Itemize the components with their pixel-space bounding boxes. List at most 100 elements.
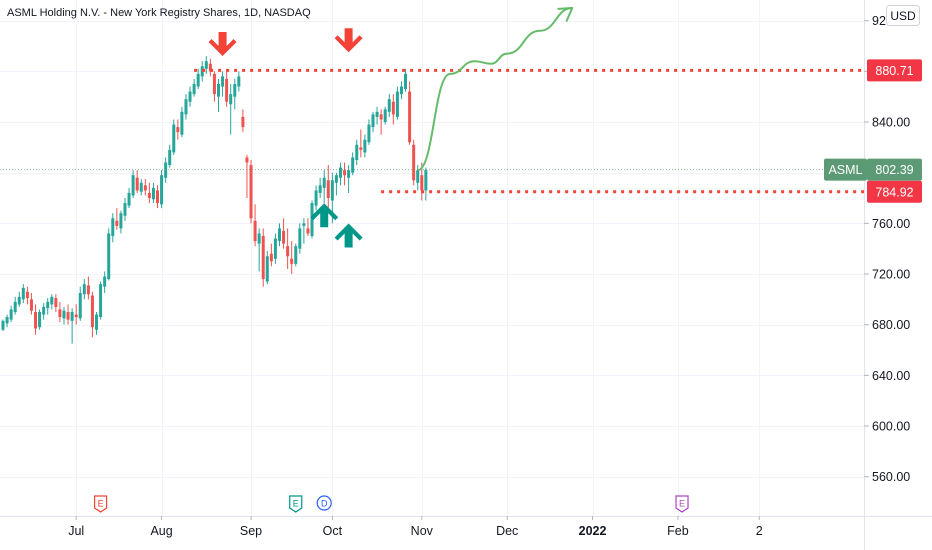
time-axis[interactable]: Jul Aug Sep Oct Nov Dec 2022 Feb 2 bbox=[68, 516, 763, 538]
candle-body bbox=[90, 295, 94, 328]
candle bbox=[115, 208, 119, 230]
candle bbox=[168, 144, 172, 168]
candle-body bbox=[363, 139, 367, 153]
candle bbox=[322, 170, 326, 204]
time-tick-label: Aug bbox=[150, 524, 172, 538]
candle bbox=[1, 319, 5, 331]
candle-body bbox=[395, 91, 399, 117]
candle bbox=[326, 165, 330, 211]
candle bbox=[286, 228, 290, 269]
candle bbox=[25, 286, 29, 305]
candle bbox=[196, 68, 200, 90]
candle bbox=[404, 68, 408, 92]
horizontal-levels bbox=[194, 68, 864, 194]
candle bbox=[399, 81, 403, 100]
candle-body bbox=[143, 185, 147, 191]
time-tick-label: Dec bbox=[496, 524, 518, 538]
dividend-marker[interactable]: D bbox=[316, 495, 332, 511]
candle bbox=[351, 152, 355, 176]
level-price-text: 784.92 bbox=[875, 185, 913, 199]
candle bbox=[204, 56, 208, 74]
earnings-marker[interactable]: E bbox=[93, 495, 108, 513]
candle-body bbox=[294, 246, 298, 264]
candle-body bbox=[282, 230, 286, 244]
candle-body bbox=[147, 192, 151, 198]
candle bbox=[290, 241, 294, 274]
candle bbox=[54, 294, 58, 312]
candle bbox=[143, 179, 147, 196]
candle bbox=[208, 58, 212, 77]
candle bbox=[21, 284, 25, 304]
candle-body bbox=[151, 187, 155, 200]
price-tick-label: 720.00 bbox=[872, 268, 910, 282]
candle bbox=[95, 312, 99, 335]
candle-body bbox=[172, 124, 176, 153]
candle-body bbox=[277, 228, 281, 242]
candle-body bbox=[99, 284, 103, 318]
candle-body bbox=[355, 144, 359, 160]
candle bbox=[216, 78, 220, 112]
candle bbox=[221, 71, 225, 97]
candle bbox=[408, 81, 412, 145]
price-tick-label: 600.00 bbox=[872, 420, 910, 434]
candle bbox=[334, 172, 338, 196]
candle-body bbox=[257, 233, 261, 244]
projection-curve bbox=[417, 7, 573, 172]
candle-body bbox=[192, 84, 196, 95]
candle bbox=[160, 170, 164, 209]
event-letter: E bbox=[293, 499, 299, 509]
candle-body bbox=[387, 99, 391, 112]
candle bbox=[5, 314, 9, 328]
candle bbox=[302, 218, 306, 244]
candle-body bbox=[298, 228, 302, 249]
candle-body bbox=[70, 312, 74, 321]
candle bbox=[343, 162, 347, 186]
time-tick-label: 2022 bbox=[579, 524, 607, 538]
event-letter: E bbox=[679, 499, 685, 509]
candle bbox=[17, 291, 21, 307]
up-arrow-icon bbox=[310, 203, 339, 228]
candle bbox=[249, 160, 253, 224]
earnings-marker[interactable]: E bbox=[675, 495, 689, 513]
candle-body bbox=[424, 170, 428, 191]
candle-body bbox=[261, 236, 265, 280]
candle bbox=[82, 279, 86, 300]
candle-body bbox=[404, 73, 408, 90]
candle-body bbox=[379, 114, 383, 120]
candle bbox=[257, 228, 261, 272]
grid-lines bbox=[0, 0, 864, 516]
candle-body bbox=[95, 314, 99, 330]
candle bbox=[42, 303, 46, 320]
projection-arrowhead bbox=[557, 7, 574, 22]
level-price-badge bbox=[867, 59, 922, 82]
chart-title: ASML Holding N.V. - New York Registry Sh… bbox=[7, 7, 311, 19]
candle bbox=[111, 213, 115, 243]
candle bbox=[273, 233, 277, 264]
candle bbox=[90, 291, 94, 338]
time-tick-label: Sep bbox=[240, 524, 262, 538]
price-labels: 880.71 784.92 ASML 802.39 bbox=[0, 59, 922, 203]
candle-body bbox=[245, 157, 249, 163]
candle-body bbox=[306, 228, 310, 234]
candle-body bbox=[58, 309, 62, 318]
candle bbox=[237, 71, 241, 92]
candle-body bbox=[34, 312, 38, 329]
candle bbox=[371, 111, 375, 133]
candle-body bbox=[221, 76, 225, 87]
candle bbox=[294, 243, 298, 267]
candle-body bbox=[343, 170, 347, 176]
candle-body bbox=[229, 94, 233, 105]
candle-body bbox=[359, 147, 363, 150]
candle-body bbox=[212, 73, 216, 95]
earnings-marker[interactable]: E bbox=[289, 495, 303, 513]
candle-body bbox=[54, 298, 58, 307]
price-axis[interactable]: 560.00600.00640.00680.00720.00760.00800.… bbox=[864, 14, 910, 484]
currency-badge[interactable] bbox=[886, 5, 920, 26]
candle-body bbox=[253, 220, 257, 242]
candle bbox=[306, 218, 310, 236]
candle-body bbox=[82, 284, 86, 295]
candle bbox=[229, 84, 233, 135]
candle-body bbox=[334, 175, 338, 183]
candle bbox=[13, 296, 17, 315]
